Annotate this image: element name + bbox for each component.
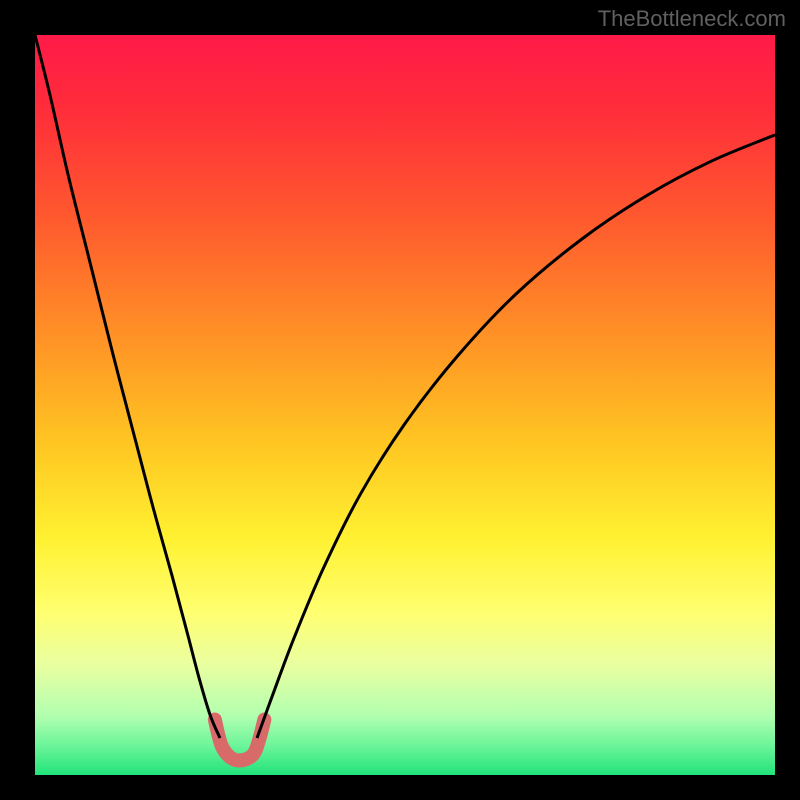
left-curve <box>35 35 220 738</box>
watermark-text: TheBottleneck.com <box>598 6 786 32</box>
plot-area <box>35 35 775 775</box>
right-curve <box>257 135 775 738</box>
curve-overlay <box>35 35 775 775</box>
valley-marker <box>215 720 265 761</box>
chart-canvas: TheBottleneck.com <box>0 0 800 800</box>
